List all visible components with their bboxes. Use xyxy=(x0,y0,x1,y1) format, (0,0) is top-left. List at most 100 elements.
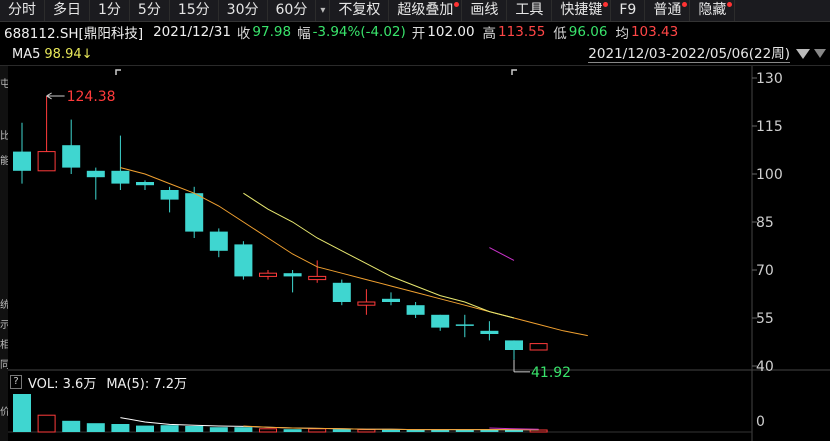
volume-bar xyxy=(209,427,228,432)
side-tab-glyph[interactable]: 统 xyxy=(0,300,8,311)
candle-body xyxy=(259,272,277,277)
toolbar-item[interactable]: F9 xyxy=(611,0,646,21)
toolbar-item[interactable]: ▾ xyxy=(316,0,331,21)
min-price-label: 41.92 xyxy=(531,365,571,381)
price-tick-label: 55 xyxy=(756,311,774,327)
side-tab-glyph[interactable]: 能 xyxy=(0,156,8,167)
high-value: 113.55 xyxy=(498,24,546,40)
price-tick-label: 40 xyxy=(756,359,774,375)
volume-ma-line xyxy=(120,417,539,431)
side-tab-glyph[interactable]: 同 xyxy=(0,360,8,371)
vol-ma-label: MA(5): 7.2万 xyxy=(106,376,188,392)
candle-body xyxy=(234,244,253,277)
left-side-tabs[interactable] xyxy=(0,66,8,441)
side-tab-glyph[interactable]: 屯 xyxy=(0,79,8,90)
avg-label: 均 xyxy=(615,26,629,42)
date-range-selector[interactable]: 2021/12/03-2022/05/06(22周) xyxy=(588,46,790,63)
period-toolbar: 分时 多日 1分 5分 15分 30分 60分 ▾ 不复权 超级叠加 画线 工具 快捷键 F9 普通 隐藏 xyxy=(0,0,830,22)
volume-bar xyxy=(431,430,450,432)
candle-body xyxy=(136,182,154,186)
open-value: 102.00 xyxy=(427,24,475,40)
notification-dot-icon xyxy=(727,2,733,7)
max-arrow-icon xyxy=(46,92,52,100)
toolbar-item[interactable]: 画线 xyxy=(462,0,508,21)
low-label: 低 xyxy=(553,26,567,42)
candle-body xyxy=(382,298,400,302)
open-label: 开 xyxy=(411,26,426,42)
candle-body xyxy=(62,145,81,168)
volume-bar xyxy=(357,429,376,433)
volume-bar xyxy=(160,425,179,432)
collapse-icon[interactable] xyxy=(814,49,826,58)
volume-ma-line xyxy=(243,425,539,431)
volume-bar xyxy=(505,429,523,432)
volume-bar xyxy=(406,430,425,432)
volume-bar xyxy=(382,429,400,432)
range-dropdown-icon[interactable] xyxy=(796,49,810,59)
candle-body xyxy=(283,273,302,277)
close-label: 收 xyxy=(236,26,251,42)
candle-body xyxy=(37,151,56,172)
candle-body xyxy=(13,151,31,171)
candle-body xyxy=(111,170,130,184)
toolbar-item[interactable]: 隐藏 xyxy=(690,0,736,21)
notification-dot-icon xyxy=(682,2,688,7)
notification-dot-icon xyxy=(454,2,460,7)
stock-code[interactable]: 688112.SH[鼎阳科技] xyxy=(4,26,144,42)
candle-body xyxy=(505,340,523,350)
low-value: 96.06 xyxy=(568,24,608,40)
volume-bar xyxy=(308,428,327,433)
price-tick-label: 85 xyxy=(756,215,774,231)
candle-body xyxy=(185,193,204,232)
ma-line-ma20 xyxy=(489,247,515,261)
toolbar-item[interactable]: 普通 xyxy=(645,0,691,21)
toolbar-item[interactable]: 超级叠加 xyxy=(389,0,463,21)
side-tab-glyph[interactable]: 比 xyxy=(0,131,8,142)
vol-label: VOL: 3.6万 xyxy=(28,376,97,392)
volume-header: ? VOL: 3.6万 MA(5): 7.2万 xyxy=(10,372,187,392)
volume-bar xyxy=(37,414,56,433)
toolbar-item[interactable]: 30分 xyxy=(219,0,268,21)
volume-bar xyxy=(185,426,204,432)
volume-bar xyxy=(13,394,31,432)
candle-body xyxy=(455,324,474,326)
high-label: 高 xyxy=(482,26,497,42)
toolbar-item[interactable]: 1分 xyxy=(90,0,130,21)
toolbar-item[interactable]: 工具 xyxy=(507,0,553,21)
price-tick-label: 115 xyxy=(756,119,783,135)
toolbar-item[interactable]: 不复权 xyxy=(330,0,390,21)
price-tick-label: 100 xyxy=(756,167,783,183)
candle-body xyxy=(160,190,179,200)
toolbar-item[interactable]: 15分 xyxy=(170,0,219,21)
toolbar-item[interactable]: 60分 xyxy=(268,0,317,21)
ma5-label[interactable]: MA5 xyxy=(12,46,41,62)
price-tick-label: 70 xyxy=(756,263,774,279)
volume-bar xyxy=(62,420,81,432)
notification-dot-icon xyxy=(603,2,609,7)
candle-body xyxy=(529,343,548,351)
vol-tick-label: 0 xyxy=(756,414,765,430)
toolbar-item[interactable]: 分时 xyxy=(0,0,45,21)
side-tab-glyph[interactable]: 相 xyxy=(0,340,8,351)
side-tab-glyph[interactable]: 示 xyxy=(0,320,8,331)
toolbar-item[interactable]: 多日 xyxy=(45,0,90,21)
volume-bar xyxy=(332,429,351,432)
volume-bar xyxy=(455,429,474,432)
candle-body xyxy=(357,301,376,306)
ma5-value: 98.94 xyxy=(44,46,82,62)
toolbar-item[interactable]: 快捷键 xyxy=(552,0,612,21)
volume-ma-line xyxy=(489,427,539,430)
help-icon[interactable]: ? xyxy=(10,375,22,389)
ma-line-ma5 xyxy=(120,167,588,337)
side-tab-glyph[interactable]: 价 xyxy=(0,407,8,418)
candle-body xyxy=(332,282,351,302)
close-value: 97.98 xyxy=(252,24,292,40)
volume-bar xyxy=(234,427,253,432)
toolbar-item[interactable]: 5分 xyxy=(130,0,170,21)
price-tick-label: 130 xyxy=(756,71,783,87)
change-value: -3.94%(-4.02) xyxy=(312,24,406,40)
candle-body xyxy=(308,275,327,281)
range-end-marker xyxy=(511,69,517,75)
candle-body xyxy=(480,330,499,334)
